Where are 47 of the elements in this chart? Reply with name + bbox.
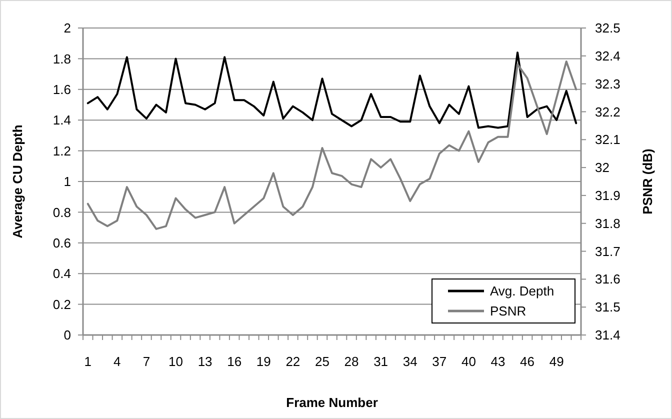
x-tick-label: 46 bbox=[520, 354, 535, 369]
y2-tick-label: 32.2 bbox=[595, 104, 620, 120]
y-tick-label: 1 bbox=[64, 174, 71, 190]
y-tick-label: 1.8 bbox=[52, 51, 71, 66]
legend-label: PSNR bbox=[490, 304, 526, 319]
y2-tick-label: 32.3 bbox=[595, 76, 620, 92]
x-tick-label: 4 bbox=[114, 354, 121, 369]
y2-tick-label: 31.8 bbox=[595, 216, 620, 231]
y2-tick-label: 32 bbox=[595, 160, 610, 176]
y-tick-label: 0.2 bbox=[52, 296, 71, 312]
x-tick-label: 16 bbox=[227, 354, 242, 369]
y2-tick-label: 31.5 bbox=[595, 300, 620, 315]
legend-label: Avg. Depth bbox=[490, 284, 554, 299]
x-tick-label: 10 bbox=[168, 354, 183, 369]
x-tick-label: 1 bbox=[84, 354, 92, 369]
y-tick-label: 0.6 bbox=[52, 235, 71, 250]
y2-axis-title: PSNR (dB) bbox=[640, 148, 655, 214]
x-tick-label: 49 bbox=[549, 354, 564, 369]
x-tick-label: 28 bbox=[344, 354, 359, 369]
x-axis-title: Frame Number bbox=[286, 395, 378, 410]
y-tick-label: 1.4 bbox=[52, 112, 71, 128]
x-tick-label: 43 bbox=[490, 354, 506, 369]
y-tick-label: 0 bbox=[64, 328, 71, 343]
x-tick-label: 13 bbox=[198, 354, 212, 369]
y2-tick-label: 31.7 bbox=[595, 244, 620, 259]
y2-tick-label: 31.6 bbox=[595, 272, 620, 287]
y2-tick-label: 31.4 bbox=[595, 328, 620, 343]
y-axis-title: Average CU Depth bbox=[10, 124, 25, 238]
y2-tick-label: 31.9 bbox=[595, 188, 620, 204]
x-tick-label: 25 bbox=[315, 354, 330, 369]
y-tick-label: 1.6 bbox=[52, 82, 71, 97]
x-tick-label: 22 bbox=[286, 354, 300, 369]
x-tick-label: 37 bbox=[432, 354, 447, 369]
line-series bbox=[86, 60, 578, 230]
line-series bbox=[86, 52, 578, 129]
x-tick-label: 19 bbox=[256, 354, 271, 369]
y-tick-label: 2 bbox=[64, 20, 71, 36]
y2-tick-label: 32.4 bbox=[595, 48, 620, 64]
x-tick-label: 34 bbox=[402, 354, 418, 369]
x-tick-label: 40 bbox=[461, 354, 476, 369]
x-tick-label: 31 bbox=[374, 354, 388, 369]
y-tick-label: 0.4 bbox=[52, 266, 71, 282]
y2-tick-label: 32.1 bbox=[595, 132, 620, 148]
y2-tick-label: 32.5 bbox=[595, 20, 620, 36]
x-tick-label: 7 bbox=[142, 354, 150, 369]
y-tick-label: 0.8 bbox=[52, 204, 71, 220]
y-tick-label: 1.2 bbox=[52, 143, 71, 158]
